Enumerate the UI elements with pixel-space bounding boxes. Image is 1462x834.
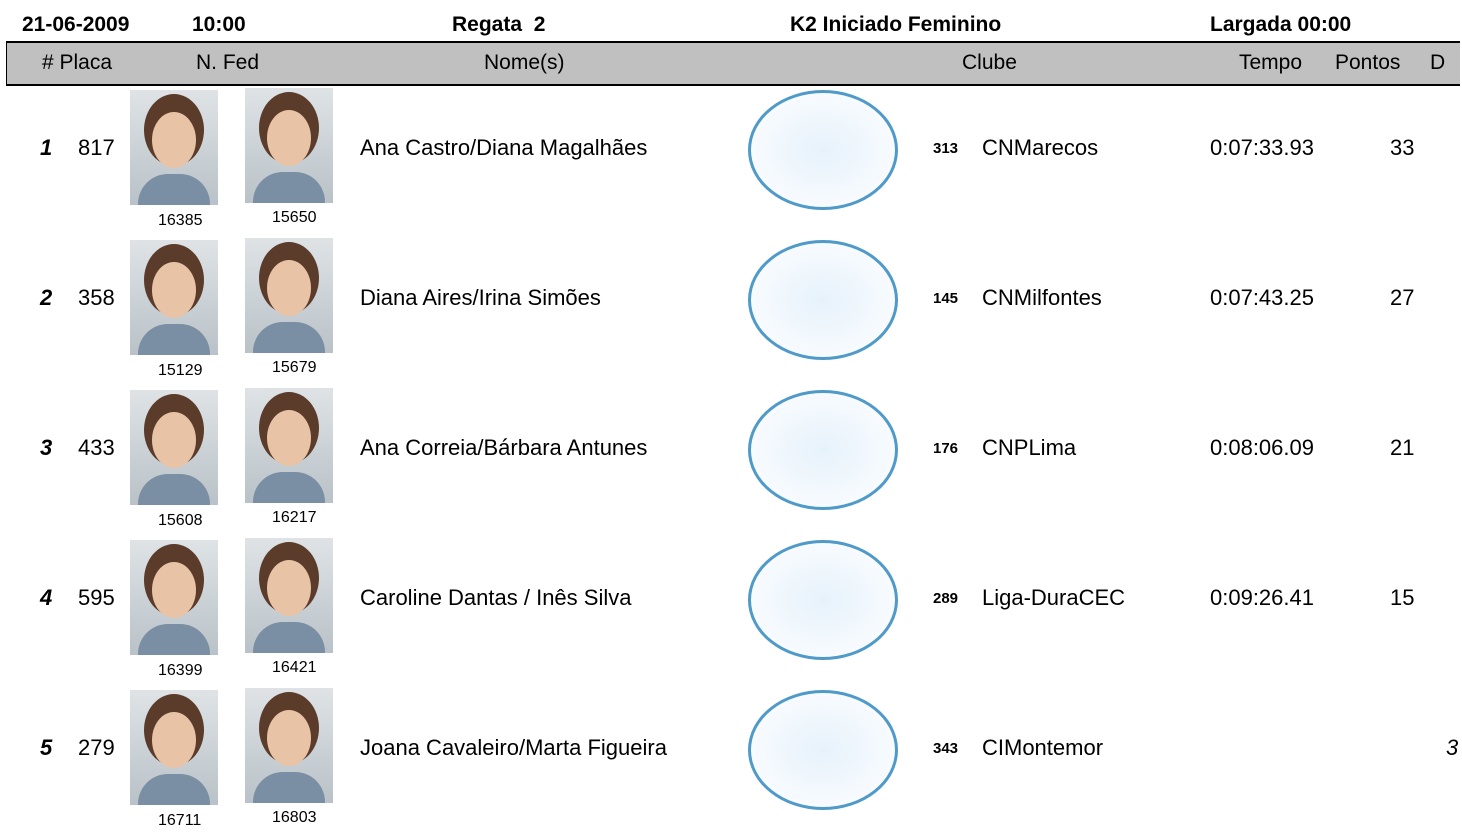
photo-face [152, 262, 196, 318]
fed-number: 16711 [158, 812, 202, 829]
photo-face [267, 260, 311, 316]
plate: 595 [78, 585, 115, 610]
photo-face [152, 712, 196, 768]
column-header: N. Fed [196, 51, 260, 74]
names: Joana Cavaleiro/Marta Figueira [360, 735, 667, 760]
club-logo [748, 540, 898, 660]
club-code: 313 [933, 140, 959, 157]
fed-number: 15129 [158, 362, 203, 379]
column-header: Pontos [1335, 51, 1401, 74]
photo-body [253, 472, 325, 503]
photo [130, 690, 218, 805]
club: Liga-DuraCEC [982, 585, 1126, 610]
fed-number: 16399 [158, 662, 203, 679]
start: Largada 00:00 [1210, 13, 1352, 36]
plate: 358 [78, 285, 115, 310]
names: Caroline Dantas / Inês Silva [360, 585, 632, 610]
club-code: 289 [933, 590, 959, 607]
photo [245, 538, 333, 653]
plate: 433 [78, 435, 115, 460]
names: Ana Castro/Diana Magalhães [360, 135, 648, 160]
date: 21-06-2009 [22, 13, 130, 36]
photo-face [267, 410, 311, 466]
club-logo [748, 240, 898, 360]
fed-number: 16385 [158, 212, 203, 229]
photo [130, 90, 218, 205]
category: K2 Iniciado Feminino [790, 13, 1002, 36]
photo-face [152, 412, 196, 468]
plate: 817 [78, 135, 115, 160]
photo [245, 238, 333, 353]
d: 3 [1446, 735, 1459, 760]
names: Ana Correia/Bárbara Antunes [360, 435, 648, 460]
fed-number: 16217 [272, 509, 317, 526]
photo-body [138, 624, 210, 655]
photo [245, 688, 333, 803]
photo [130, 240, 218, 355]
photo [245, 88, 333, 203]
column-header-bar [6, 41, 1460, 86]
club: CNMilfontes [982, 285, 1102, 310]
photo-body [138, 324, 210, 355]
column-header: # Placa [42, 51, 113, 74]
photo-face [267, 110, 311, 166]
fed-number: 15608 [158, 512, 203, 529]
place: 3 [40, 435, 53, 460]
time: 0:09:26.41 [1210, 585, 1314, 610]
points: 21 [1390, 435, 1415, 460]
fed-number: 16803 [272, 809, 317, 826]
photo [130, 540, 218, 655]
place: 2 [40, 285, 53, 310]
photo-body [253, 172, 325, 203]
photo [245, 388, 333, 503]
points: 33 [1390, 135, 1415, 160]
photo-face [267, 710, 311, 766]
race: Regata 2 [452, 13, 546, 36]
place: 1 [40, 135, 53, 160]
time: 10:00 [192, 13, 246, 36]
points: 15 [1390, 585, 1415, 610]
place: 4 [40, 585, 53, 610]
photo-body [253, 772, 325, 803]
photo-face [152, 112, 196, 168]
club-logo [748, 390, 898, 510]
photo-body [138, 474, 210, 505]
fed-number: 15679 [272, 359, 317, 376]
club-logo [748, 90, 898, 210]
column-header: Tempo [1239, 51, 1303, 74]
column-header: Clube [962, 51, 1017, 74]
club: CIMontemor [982, 735, 1104, 760]
points: 27 [1390, 285, 1415, 310]
time: 0:07:43.25 [1210, 285, 1314, 310]
place: 5 [40, 735, 53, 760]
photo-body [253, 322, 325, 353]
photo [130, 390, 218, 505]
time: 0:08:06.09 [1210, 435, 1314, 460]
photo-face [152, 562, 196, 618]
club-code: 145 [933, 290, 959, 307]
column-header: D [1430, 51, 1446, 74]
photo-body [138, 774, 210, 805]
club-code: 176 [933, 440, 959, 457]
fed-number: 16421 [272, 659, 317, 676]
names: Diana Aires/Irina Simões [360, 285, 601, 310]
club: CNPLima [982, 435, 1077, 460]
photo-body [138, 174, 210, 205]
club-logo [748, 690, 898, 810]
column-header: Nome(s) [484, 51, 565, 74]
fed-number: 15650 [272, 209, 317, 226]
time: 0:07:33.93 [1210, 135, 1314, 160]
plate: 279 [78, 735, 115, 760]
photo-body [253, 622, 325, 653]
club: CNMarecos [982, 135, 1099, 160]
club-code: 343 [933, 740, 959, 757]
photo-face [267, 560, 311, 616]
